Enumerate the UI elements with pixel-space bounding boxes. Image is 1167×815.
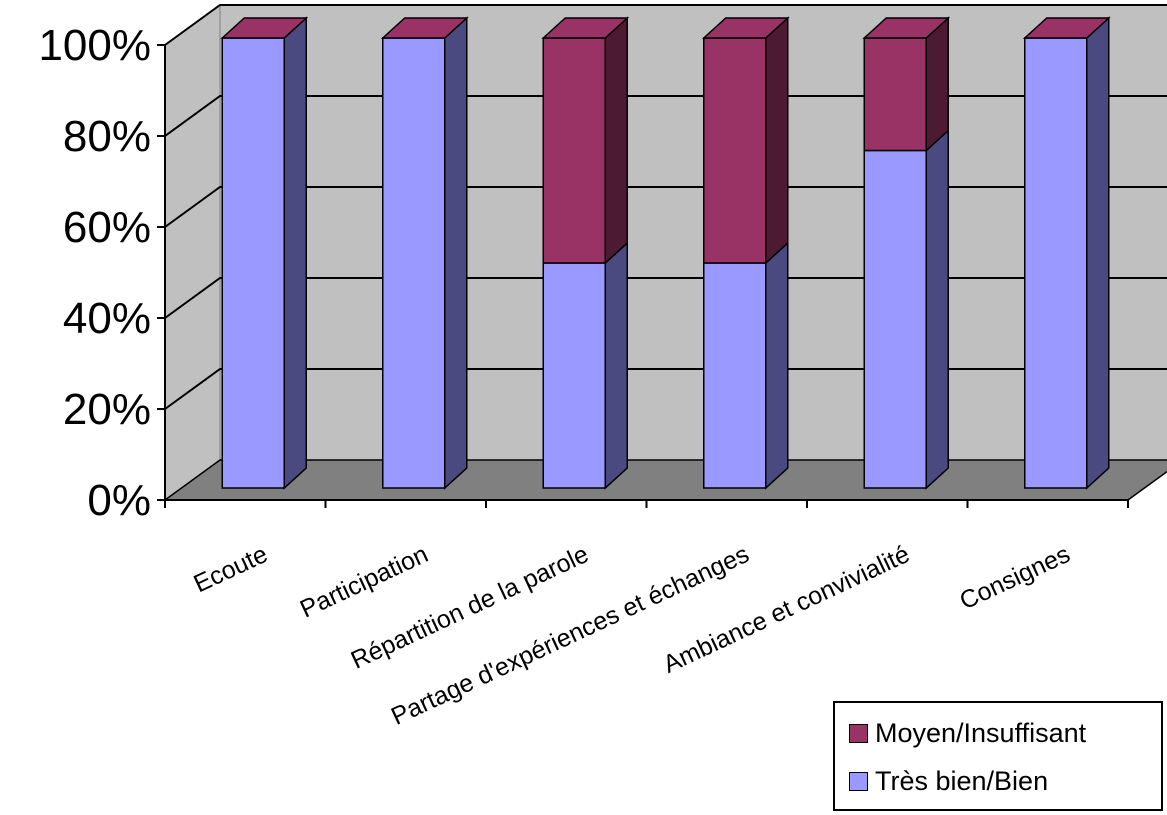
y-tick-label: 40% [63, 294, 151, 343]
gridline [164, 368, 1167, 410]
bar-side-0-5 [1086, 16, 1110, 490]
floor [162, 459, 1167, 501]
bar-0-4 [863, 149, 927, 489]
bar-0-1 [382, 37, 446, 489]
x-tick-label: Ecoute [189, 540, 271, 598]
bar-top-5 [1022, 17, 1111, 39]
y-tick-label: 60% [63, 203, 151, 252]
bar-1-2 [542, 37, 606, 264]
gridline [164, 186, 1167, 228]
legend-swatch-tres-bien-bien [849, 771, 868, 791]
legend-item-tres-bien-bien: Très bien/Bien [849, 764, 1048, 798]
bar-top-4 [862, 17, 951, 39]
bar-1-4 [863, 37, 927, 152]
bar-0-5 [1024, 37, 1088, 489]
bar-side-0-2 [604, 241, 628, 490]
y-tick-label: 80% [63, 112, 151, 161]
bar-side-0-1 [444, 16, 468, 490]
legend-item-moyen-insuffisant: Moyen/Insuffisant [849, 716, 1086, 750]
y-tick-label: 0% [87, 476, 151, 525]
bar-0-3 [703, 262, 767, 489]
bar-side-0-0 [283, 16, 307, 490]
bar-side-1-3 [765, 16, 789, 265]
x-tick-label: Consignes [955, 540, 1074, 615]
y-tick-label: 100% [38, 21, 151, 70]
x-tick-label: Participation [296, 540, 433, 624]
bar-top-1 [380, 17, 469, 39]
bar-0-0 [221, 37, 285, 489]
bar-side-1-2 [604, 16, 628, 265]
bar-1-3 [703, 37, 767, 264]
side-wall [164, 4, 221, 501]
bar-side-0-3 [765, 241, 789, 490]
legend-label-moyen-insuffisant: Moyen/Insuffisant [875, 717, 1087, 748]
legend-swatch-moyen-insuffisant [849, 723, 868, 743]
bar-top-3 [701, 17, 790, 39]
legend: Moyen/Insuffisant Très bien/Bien [833, 701, 1163, 811]
gridline [164, 4, 1167, 46]
bar-0-2 [542, 262, 606, 489]
bar-top-0 [220, 17, 309, 39]
gridline [164, 277, 1167, 319]
bar-top-2 [541, 17, 630, 39]
legend-label-tres-bien-bien: Très bien/Bien [875, 765, 1049, 796]
y-tick-label: 20% [63, 385, 151, 434]
bar-side-0-4 [925, 128, 949, 490]
gridline [164, 95, 1167, 137]
bar-side-1-4 [925, 16, 949, 153]
